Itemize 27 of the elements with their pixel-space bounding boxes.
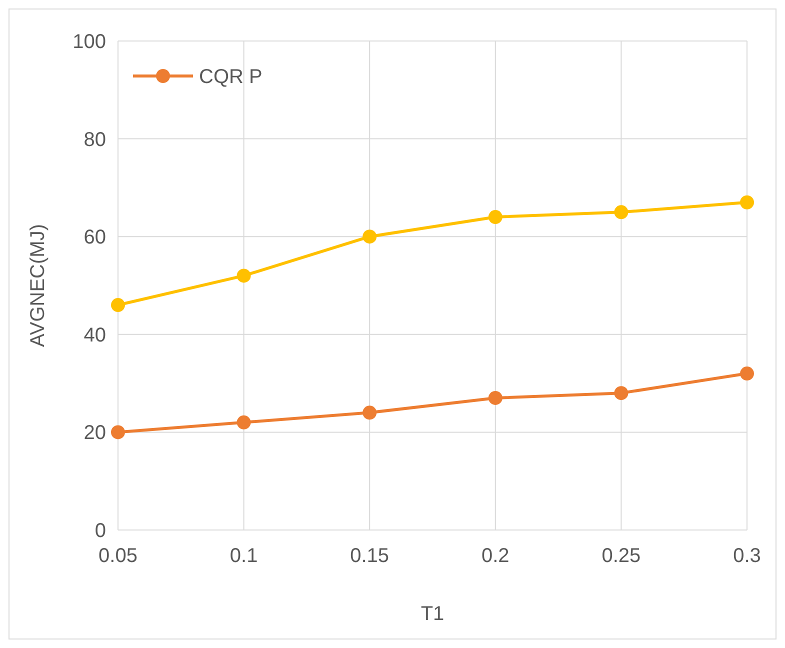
x-tick-label: 0.3: [733, 545, 761, 567]
x-tick-label: 0.15: [350, 545, 390, 567]
point: [111, 298, 125, 312]
point: [740, 366, 754, 381]
y-tick-label: 20: [84, 422, 106, 444]
point: [362, 230, 377, 244]
y-tick-label: 80: [84, 128, 106, 151]
y-tick-label: 0: [94, 520, 106, 542]
point: [236, 415, 251, 430]
point: [740, 195, 754, 210]
x-tick-label: 0.2: [481, 545, 510, 567]
y-tick-label: 40: [84, 324, 106, 346]
x-tick-label: 0.1: [230, 545, 258, 567]
x-axis-title: T1: [420, 603, 444, 625]
point: [614, 386, 628, 400]
x-tick-label: 0.25: [602, 545, 641, 567]
x-tick-label: 0.05: [98, 545, 138, 567]
y-axis-title: AVGNEC(MJ): [27, 224, 49, 347]
y-tick-label: 100: [72, 31, 106, 53]
point: [614, 205, 628, 220]
point: [488, 390, 502, 405]
legend-label: CQR P: [199, 66, 262, 88]
point: [488, 210, 502, 224]
point: [362, 406, 377, 420]
point: [111, 425, 125, 440]
point: [236, 268, 251, 283]
y-tick-label: 60: [84, 226, 106, 249]
